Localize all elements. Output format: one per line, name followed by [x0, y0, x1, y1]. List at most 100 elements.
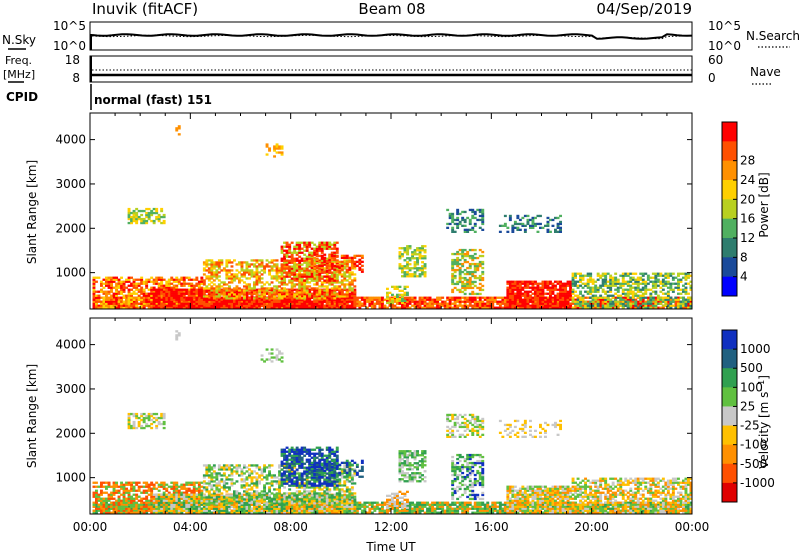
heatmap-cell	[170, 278, 174, 281]
heatmap-cell	[167, 282, 171, 285]
heatmap-cell	[132, 215, 136, 219]
heatmap-cell	[664, 272, 668, 275]
heatmap-cell	[333, 254, 337, 257]
heatmap-cell	[310, 294, 314, 297]
heatmap-cell	[586, 306, 590, 309]
heatmap-cell	[132, 282, 136, 285]
heatmap-cell	[458, 288, 462, 292]
heatmap-cell	[137, 209, 141, 213]
heatmap-cell	[418, 306, 422, 309]
heatmap-cell	[220, 263, 224, 266]
heatmap-cell	[418, 253, 422, 256]
heatmap-cell	[629, 278, 633, 281]
heatmap-cell	[212, 304, 216, 307]
heatmap-cell	[616, 302, 620, 305]
heatmap-cell	[202, 300, 206, 303]
heatmap-cell	[350, 266, 354, 269]
heatmap-cell	[115, 296, 119, 299]
heatmap-cell	[566, 284, 570, 287]
heatmap-cell	[245, 263, 249, 266]
heatmap-cell	[325, 247, 329, 250]
nsearch-label: N.Search	[746, 29, 800, 43]
heatmap-cell	[325, 300, 329, 303]
heatmap-cell	[529, 226, 532, 229]
heatmap-cell	[641, 288, 645, 291]
heatmap-cell	[167, 286, 171, 289]
heatmap-cell	[185, 292, 189, 295]
heatmap-cell	[325, 281, 329, 284]
heatmap-cell	[225, 295, 229, 298]
heatmap-cell	[155, 300, 159, 303]
heatmap-cell	[157, 217, 161, 221]
heatmap-cell	[511, 286, 515, 289]
heatmap-cell	[278, 281, 282, 284]
heatmap-cell	[421, 249, 425, 252]
heatmap-cell	[273, 292, 277, 295]
heatmap-cell	[295, 298, 299, 301]
heatmap-cell	[536, 282, 540, 285]
heatmap-cell	[626, 306, 630, 309]
heatmap-cell	[466, 280, 470, 284]
heatmap-cell	[217, 295, 221, 298]
heatmap-cell	[298, 255, 302, 258]
heatmap-cell	[328, 279, 332, 282]
heatmap-cell	[411, 304, 415, 307]
heatmap-cell	[448, 302, 452, 305]
heatmap-cell	[120, 290, 124, 293]
heatmap-cell	[378, 300, 382, 303]
heatmap-cell	[473, 274, 477, 278]
heatmap-cell	[448, 304, 452, 307]
heatmap-cell	[233, 273, 236, 276]
heatmap-cell	[516, 306, 520, 309]
heatmap-cell	[619, 274, 623, 277]
heatmap-cell	[258, 263, 262, 266]
heatmap-cell	[147, 213, 151, 217]
heatmap-cell	[461, 276, 465, 280]
heatmap-cell	[308, 295, 312, 298]
heatmap-cell	[403, 304, 407, 307]
freq-top-tick: 18	[65, 53, 80, 67]
heatmap-cell	[275, 265, 279, 268]
heatmap-cell	[651, 302, 655, 305]
heatmap-cell	[498, 230, 502, 233]
heatmap-cell	[127, 296, 131, 299]
heatmap-cell	[636, 280, 640, 283]
heatmap-cell	[641, 292, 645, 295]
heatmap-cell	[646, 304, 650, 307]
heatmap-cell	[473, 292, 477, 296]
heatmap-cell	[536, 284, 540, 287]
heatmap-cell	[453, 274, 457, 278]
heatmap-cell	[421, 300, 425, 303]
heatmap-cell	[278, 147, 282, 150]
heatmap-cell	[370, 296, 374, 299]
heatmap-cell	[215, 296, 219, 299]
heatmap-cell	[503, 302, 507, 305]
heatmap-cell	[195, 292, 199, 295]
heatmap-cell	[423, 245, 427, 248]
heatmap-cell	[579, 300, 583, 303]
heatmap-cell	[283, 304, 287, 307]
heatmap-cell	[258, 291, 262, 294]
heatmap-cell	[243, 306, 246, 309]
heatmap-cell	[283, 275, 287, 278]
heatmap-cell	[195, 300, 199, 303]
heatmap-cell	[120, 292, 124, 295]
heatmap-cell	[192, 290, 196, 293]
heatmap-cell	[388, 296, 392, 299]
heatmap-cell	[461, 256, 465, 260]
heatmap-cell	[574, 272, 578, 275]
heatmap-cell	[110, 296, 114, 299]
heatmap-cell	[132, 217, 136, 221]
heatmap-cell	[639, 290, 643, 293]
heatmap-cell	[102, 304, 106, 307]
heatmap-cell	[283, 263, 287, 266]
heatmap-cell	[539, 306, 542, 309]
heatmap-cell	[303, 297, 307, 300]
heatmap-cell	[300, 306, 304, 309]
heatmap-cell	[105, 278, 108, 281]
heatmap-cell	[285, 289, 289, 292]
heatmap-cell	[170, 294, 174, 297]
heatmap-cell	[546, 298, 550, 301]
heatmap-cell	[416, 249, 420, 252]
heatmap-cell	[210, 259, 214, 262]
